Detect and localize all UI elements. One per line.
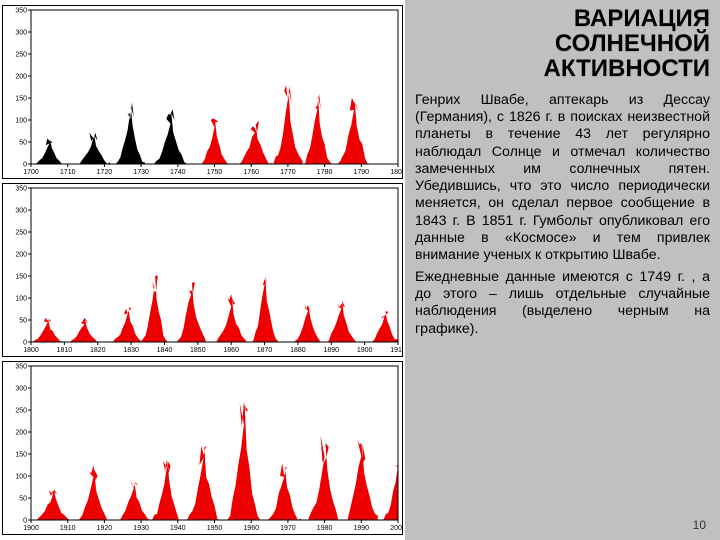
svg-text:1900: 1900 — [23, 525, 39, 532]
svg-text:1840: 1840 — [157, 347, 173, 354]
svg-text:100: 100 — [15, 474, 27, 481]
svg-text:350: 350 — [15, 8, 27, 15]
svg-text:1920: 1920 — [97, 525, 113, 532]
svg-text:300: 300 — [15, 30, 27, 37]
svg-text:1940: 1940 — [170, 525, 186, 532]
svg-text:0: 0 — [23, 340, 27, 347]
sunspot-chart-1800-1910: 0 50 100 150 200 250 300 350 1800 1810 1820 1830 184… — [3, 184, 402, 356]
sunspot-chart-1700-1800: 0 50 100 150 200 250 300 350 1700 1710 1720 1730 174… — [3, 6, 402, 178]
svg-text:1740: 1740 — [170, 169, 186, 176]
svg-text:2000: 2000 — [390, 525, 402, 532]
svg-text:1790: 1790 — [354, 169, 370, 176]
svg-text:1720: 1720 — [97, 169, 113, 176]
svg-text:50: 50 — [19, 496, 27, 503]
svg-text:1710: 1710 — [60, 169, 76, 176]
svg-text:1800: 1800 — [23, 347, 39, 354]
svg-text:1910: 1910 — [60, 525, 76, 532]
svg-text:250: 250 — [15, 408, 27, 415]
svg-text:1980: 1980 — [317, 525, 333, 532]
svg-text:250: 250 — [15, 230, 27, 237]
charts-panel: 0 50 100 150 200 250 300 350 1700 1710 1720 1730 174… — [0, 0, 405, 540]
title-line-3: АКТИВНОСТИ — [544, 55, 710, 82]
svg-text:200: 200 — [15, 430, 27, 437]
svg-text:350: 350 — [15, 186, 27, 193]
body-text: Генрих Швабе, аптекарь из Дессау (Герман… — [415, 92, 710, 338]
title-line-2: СОЛНЕЧНОЙ — [555, 30, 710, 57]
chart-panel-3: 0 50 100 150 200 250 300 350 1900 1910 1920 1930 194… — [2, 361, 403, 535]
svg-text:100: 100 — [15, 118, 27, 125]
svg-text:1900: 1900 — [357, 347, 373, 354]
svg-text:150: 150 — [15, 452, 27, 459]
svg-text:1930: 1930 — [133, 525, 149, 532]
svg-text:1770: 1770 — [280, 169, 296, 176]
svg-text:1890: 1890 — [323, 347, 339, 354]
text-panel: ВАРИАЦИЯ СОЛНЕЧНОЙ АКТИВНОСТИ Генрих Шва… — [405, 0, 720, 540]
svg-text:1960: 1960 — [243, 525, 259, 532]
svg-text:1970: 1970 — [280, 525, 296, 532]
svg-text:1730: 1730 — [133, 169, 149, 176]
svg-text:200: 200 — [15, 74, 27, 81]
svg-text:1990: 1990 — [354, 525, 370, 532]
svg-text:1880: 1880 — [290, 347, 306, 354]
svg-text:1870: 1870 — [257, 347, 273, 354]
svg-text:300: 300 — [15, 386, 27, 393]
svg-text:1760: 1760 — [243, 169, 259, 176]
paragraph-1: Генрих Швабе, аптекарь из Дессау (Герман… — [415, 92, 710, 265]
title-line-1: ВАРИАЦИЯ — [574, 5, 710, 32]
svg-text:1830: 1830 — [123, 347, 139, 354]
svg-text:100: 100 — [15, 296, 27, 303]
svg-text:200: 200 — [15, 252, 27, 259]
svg-text:150: 150 — [15, 96, 27, 103]
sunspot-chart-1900-2000: 0 50 100 150 200 250 300 350 1900 1910 1920 1930 194… — [3, 362, 402, 534]
svg-text:250: 250 — [15, 52, 27, 59]
svg-text:1910: 1910 — [390, 347, 402, 354]
slide-number: 10 — [693, 518, 706, 532]
svg-text:1950: 1950 — [207, 525, 223, 532]
svg-text:350: 350 — [15, 364, 27, 371]
svg-text:1750: 1750 — [207, 169, 223, 176]
paragraph-2: Ежедневные данные имеются с 1749 г. , а … — [415, 269, 710, 338]
page-title: ВАРИАЦИЯ СОЛНЕЧНОЙ АКТИВНОСТИ — [415, 6, 710, 82]
svg-text:1860: 1860 — [223, 347, 239, 354]
svg-text:1820: 1820 — [90, 347, 106, 354]
svg-text:0: 0 — [23, 162, 27, 169]
svg-text:1800: 1800 — [390, 169, 402, 176]
svg-text:300: 300 — [15, 208, 27, 215]
svg-text:50: 50 — [19, 318, 27, 325]
svg-text:1700: 1700 — [23, 169, 39, 176]
svg-text:50: 50 — [19, 140, 27, 147]
svg-text:0: 0 — [23, 518, 27, 525]
chart-panel-1: 0 50 100 150 200 250 300 350 1700 1710 1720 1730 174… — [2, 5, 403, 179]
svg-text:150: 150 — [15, 274, 27, 281]
chart-panel-2: 0 50 100 150 200 250 300 350 1800 1810 1820 1830 184… — [2, 183, 403, 357]
svg-text:1850: 1850 — [190, 347, 206, 354]
svg-text:1810: 1810 — [57, 347, 73, 354]
svg-text:1780: 1780 — [317, 169, 333, 176]
